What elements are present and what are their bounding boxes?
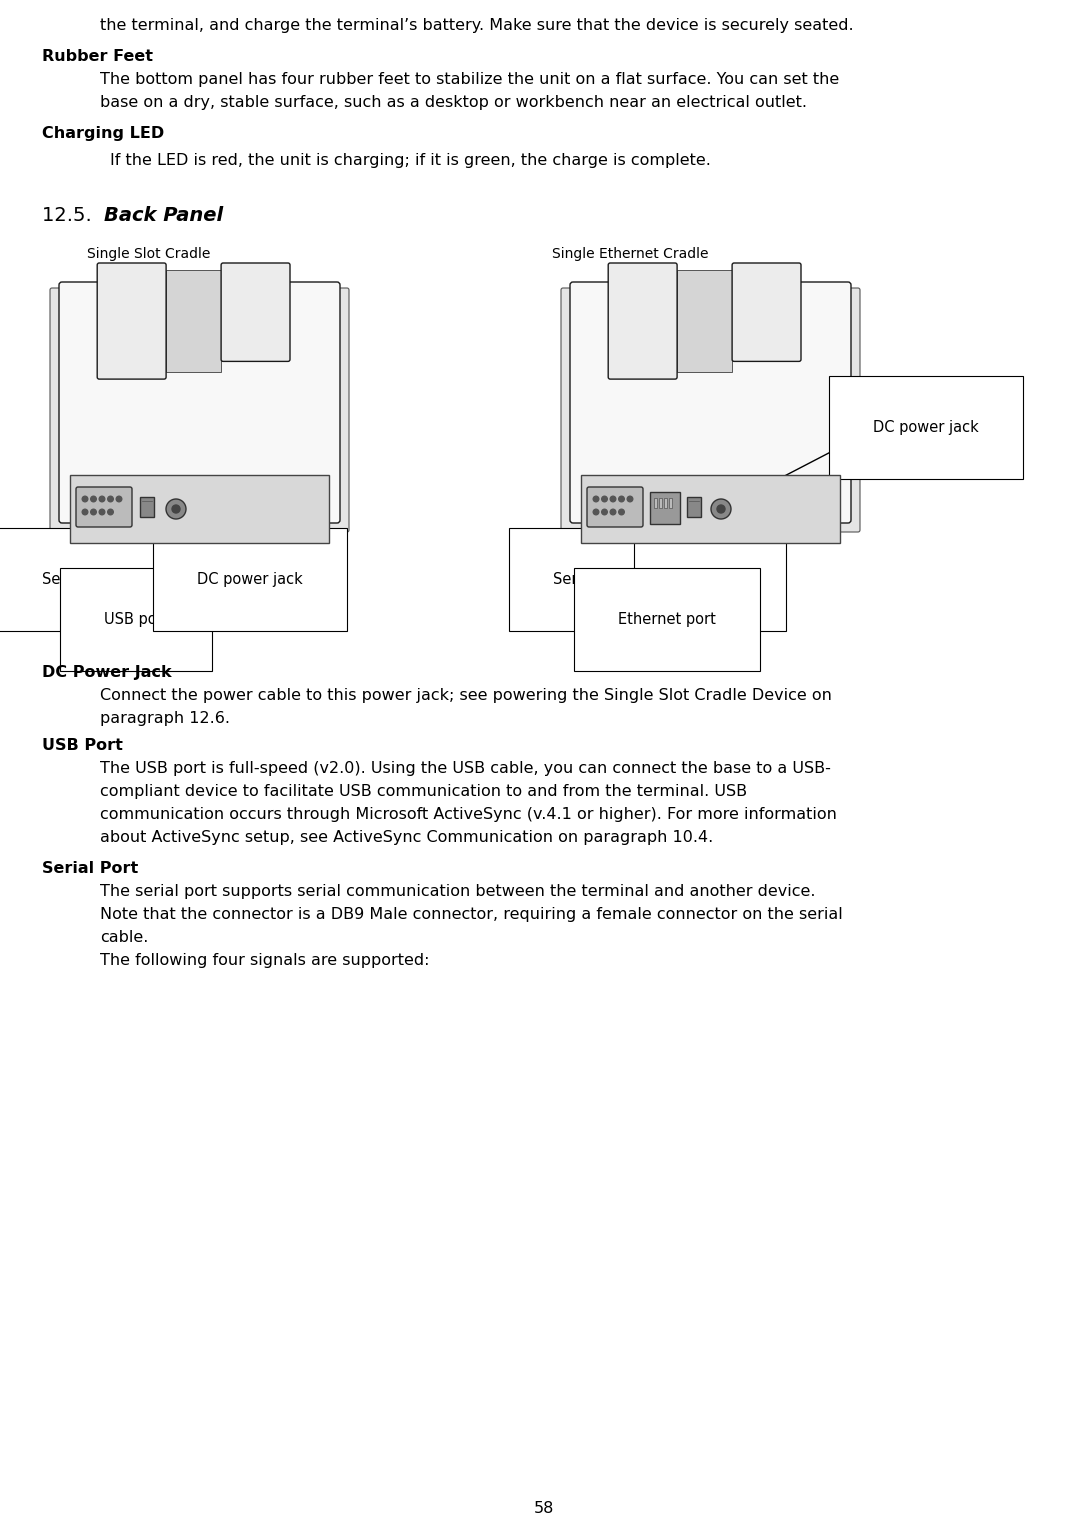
Text: DC power jack: DC power jack — [197, 572, 302, 587]
Text: The serial port supports serial communication between the terminal and another d: The serial port supports serial communic… — [100, 884, 816, 899]
Text: base on a dry, stable surface, such as a desktop or workbench near an electrical: base on a dry, stable surface, such as a… — [100, 94, 807, 110]
Text: USB Port: USB Port — [42, 738, 123, 753]
Text: Connect the power cable to this power jack; see powering the Single Slot Cradle : Connect the power cable to this power ja… — [100, 687, 832, 703]
Circle shape — [108, 496, 113, 502]
Circle shape — [610, 496, 616, 502]
Text: communication occurs through Microsoft ActiveSync (v.4.1 or higher). For more in: communication occurs through Microsoft A… — [100, 808, 837, 821]
Text: Single Ethernet Cradle: Single Ethernet Cradle — [552, 246, 708, 262]
Bar — [664, 497, 667, 508]
Circle shape — [90, 510, 97, 514]
Text: cable.: cable. — [100, 929, 148, 945]
Circle shape — [99, 510, 104, 514]
FancyBboxPatch shape — [50, 287, 107, 532]
FancyBboxPatch shape — [581, 475, 840, 543]
Circle shape — [710, 499, 731, 519]
Text: Charging LED: Charging LED — [42, 126, 164, 141]
Text: USB port: USB port — [104, 611, 169, 627]
Circle shape — [619, 510, 625, 514]
Circle shape — [90, 496, 97, 502]
FancyBboxPatch shape — [677, 271, 732, 373]
Circle shape — [99, 496, 104, 502]
Text: The USB port is full-speed (v2.0). Using the USB cable, you can connect the base: The USB port is full-speed (v2.0). Using… — [100, 760, 831, 776]
Circle shape — [172, 505, 180, 513]
Circle shape — [610, 510, 616, 514]
Bar — [687, 497, 701, 517]
FancyBboxPatch shape — [76, 487, 132, 526]
Text: Serial Port: Serial Port — [42, 861, 138, 876]
Circle shape — [593, 510, 598, 514]
Text: Rubber Feet: Rubber Feet — [42, 49, 153, 64]
Text: Serial port: Serial port — [553, 572, 629, 587]
Bar — [140, 497, 154, 517]
Circle shape — [593, 496, 598, 502]
Text: Back Panel: Back Panel — [104, 205, 223, 225]
Text: compliant device to facilitate USB communication to and from the terminal. USB: compliant device to facilitate USB commu… — [100, 783, 747, 799]
Circle shape — [116, 496, 122, 502]
Text: the terminal, and charge the terminal’s battery. Make sure that the device is se: the terminal, and charge the terminal’s … — [100, 18, 854, 33]
Text: The bottom panel has four rubber feet to stabilize the unit on a flat surface. Y: The bottom panel has four rubber feet to… — [100, 71, 839, 87]
FancyBboxPatch shape — [281, 287, 349, 532]
FancyBboxPatch shape — [166, 271, 221, 373]
Bar — [659, 497, 662, 508]
FancyBboxPatch shape — [70, 475, 329, 543]
Text: 12.5.: 12.5. — [42, 205, 104, 225]
FancyBboxPatch shape — [570, 281, 851, 523]
FancyBboxPatch shape — [588, 487, 643, 526]
Text: USB port: USB port — [678, 572, 742, 587]
Circle shape — [602, 510, 607, 514]
Text: paragraph 12.6.: paragraph 12.6. — [100, 710, 230, 726]
Bar — [654, 497, 657, 508]
Text: about ActiveSync setup, see ActiveSync Communication on paragraph 10.4.: about ActiveSync setup, see ActiveSync C… — [100, 830, 714, 846]
Text: DC power jack: DC power jack — [873, 420, 979, 435]
Text: Serial port: Serial port — [42, 572, 119, 587]
Text: The following four signals are supported:: The following four signals are supported… — [100, 954, 430, 967]
Circle shape — [717, 505, 725, 513]
Text: If the LED is red, the unit is charging; if it is green, the charge is complete.: If the LED is red, the unit is charging;… — [110, 154, 710, 167]
Bar — [669, 497, 672, 508]
FancyBboxPatch shape — [561, 287, 617, 532]
Circle shape — [83, 510, 88, 514]
FancyBboxPatch shape — [732, 263, 801, 362]
FancyBboxPatch shape — [608, 263, 677, 379]
FancyBboxPatch shape — [792, 287, 860, 532]
FancyBboxPatch shape — [221, 263, 290, 362]
FancyBboxPatch shape — [650, 491, 680, 525]
Circle shape — [627, 496, 633, 502]
Text: Single Slot Cradle: Single Slot Cradle — [87, 246, 210, 262]
Text: DC Power Jack: DC Power Jack — [42, 665, 172, 680]
Circle shape — [83, 496, 88, 502]
Circle shape — [108, 510, 113, 514]
Text: Note that the connector is a DB9 Male connector, requiring a female connector on: Note that the connector is a DB9 Male co… — [100, 907, 843, 922]
FancyBboxPatch shape — [97, 263, 166, 379]
Text: Ethernet port: Ethernet port — [618, 611, 716, 627]
Circle shape — [166, 499, 186, 519]
Text: 58: 58 — [534, 1501, 554, 1516]
FancyBboxPatch shape — [59, 281, 339, 523]
Circle shape — [619, 496, 625, 502]
Circle shape — [602, 496, 607, 502]
